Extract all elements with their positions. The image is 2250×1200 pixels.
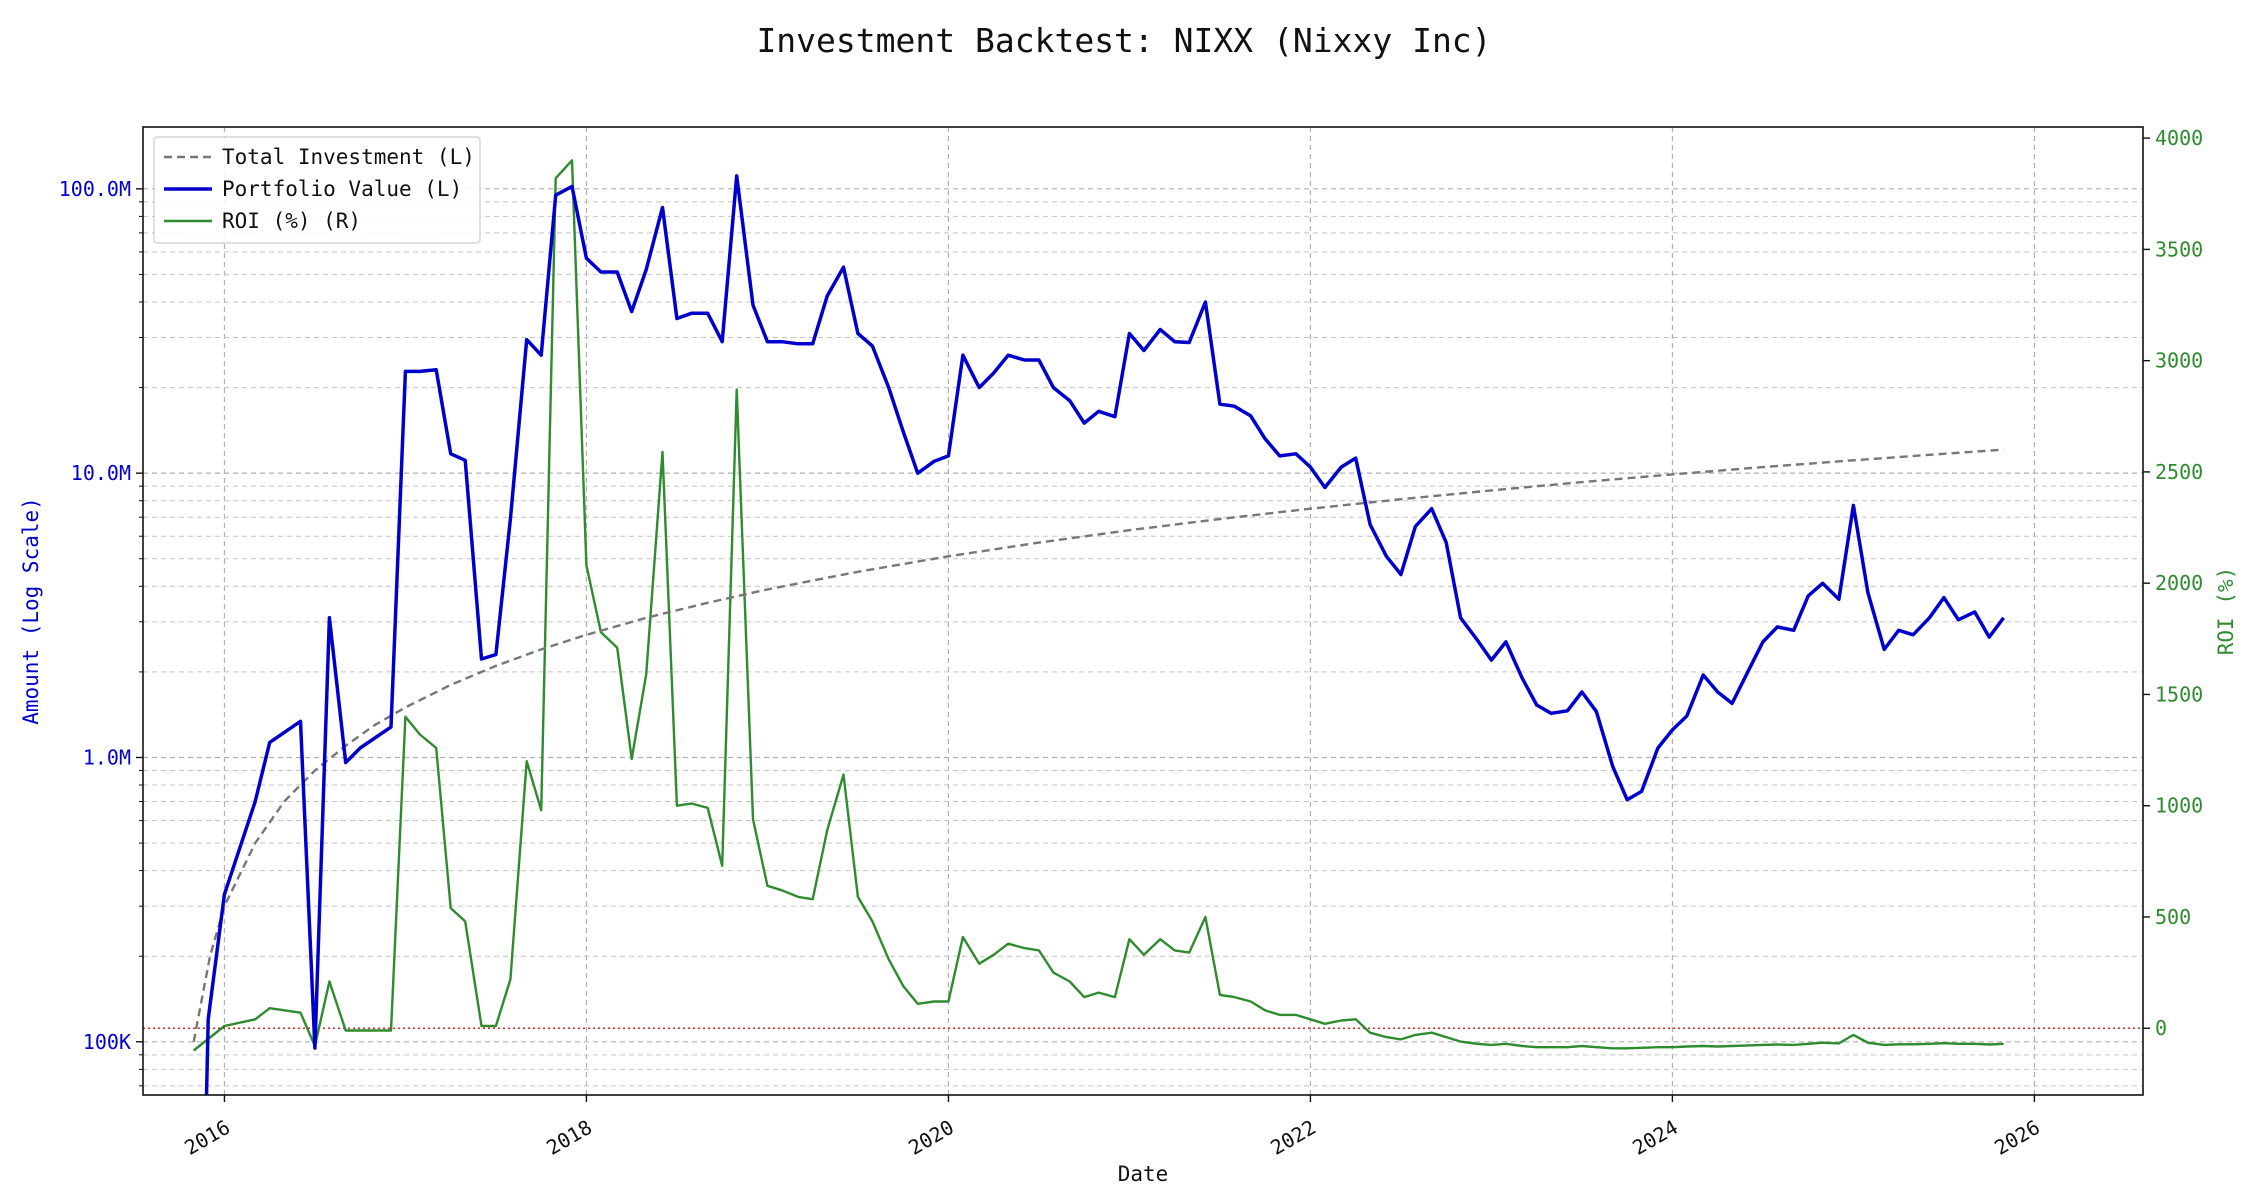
- y-right-tick-label: 1000: [2155, 794, 2203, 818]
- series-group: [192, 159, 2006, 1095]
- chart-title: Investment Backtest: NIXX (Nixxy Inc): [756, 21, 1491, 60]
- y-axis-right: 0 500 1000 1500 2000 2500 3000 3500 4000: [2143, 126, 2203, 1040]
- total-investment-line: [192, 448, 2004, 1043]
- y-left-tick-label: 10.0M: [71, 461, 131, 485]
- y-right-tick-label: 2500: [2155, 460, 2203, 484]
- y-right-tick-label: 500: [2155, 905, 2191, 929]
- portfolio-value-line: [204, 174, 2006, 1095]
- x-axis: 2016 2018 2020 2022 2024 2026: [180, 1095, 2044, 1160]
- y-right-tick-label: 2000: [2155, 571, 2203, 595]
- y-axis-left: 100K 1.0M 10.0M 100.0M: [59, 177, 143, 1087]
- x-tick-label: 2026: [1990, 1115, 2044, 1160]
- y-left-tick-label: 1.0M: [83, 745, 131, 769]
- x-tick-label: 2024: [1628, 1115, 1682, 1160]
- plot-frame: [142, 126, 2144, 1096]
- y-left-tick-label: 100.0M: [59, 177, 131, 201]
- y-left-tick-label: 100K: [83, 1030, 131, 1054]
- x-tick-label: 2016: [180, 1115, 234, 1160]
- roi-line: [192, 159, 2004, 1052]
- legend-label-portfolio-value: Portfolio Value (L): [222, 177, 462, 201]
- y-right-tick-label: 1500: [2155, 682, 2203, 706]
- y-right-tick-label: 3000: [2155, 349, 2203, 373]
- y-axis-left-label: Amount (Log Scale): [19, 497, 43, 725]
- legend-box: [153, 136, 481, 244]
- y-axis-right-label: ROI (%): [2214, 567, 2238, 656]
- y-right-tick-label: 3500: [2155, 237, 2203, 261]
- grid: [143, 127, 2143, 1095]
- x-tick-label: 2020: [904, 1115, 958, 1160]
- legend-label-roi: ROI (%) (R): [222, 209, 361, 233]
- y-right-tick-label: 4000: [2155, 126, 2203, 150]
- y-right-tick-label: 0: [2155, 1016, 2167, 1040]
- legend: Total Investment (L) Portfolio Value (L)…: [153, 136, 481, 244]
- legend-label-total-investment: Total Investment (L): [222, 145, 475, 169]
- x-tick-label: 2022: [1266, 1115, 1320, 1160]
- x-axis-label: Date: [1118, 1162, 1169, 1186]
- x-tick-label: 2018: [542, 1115, 596, 1160]
